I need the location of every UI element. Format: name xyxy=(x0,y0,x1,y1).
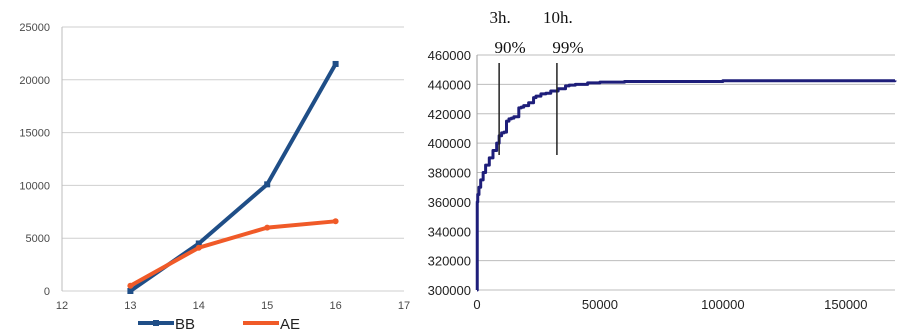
annotation-percent-label: 90% xyxy=(495,38,526,57)
series-marker-bb xyxy=(127,288,134,294)
left-chart: 0 5000 10000 15000 20000 25000 12 13 14 15 16 17 B… xyxy=(19,22,410,333)
left-gridlines xyxy=(61,26,404,292)
right-y-tick-label: 300000 xyxy=(428,283,471,298)
right-y-tick-labels: 300000 320000 340000 360000 380000 400000 4200… xyxy=(428,48,471,298)
right-series xyxy=(475,79,897,292)
series-line-ae xyxy=(128,219,338,288)
left-y-tick-label: 5000 xyxy=(26,233,50,245)
left-y-tick-label: 20000 xyxy=(19,75,50,87)
right-y-tick-label: 320000 xyxy=(428,254,471,269)
legend-marker-bb xyxy=(153,320,159,326)
series-marker-bb xyxy=(332,60,339,67)
left-series xyxy=(127,60,339,294)
right-gridlines xyxy=(476,54,895,291)
left-y-tick-label: 15000 xyxy=(19,128,50,140)
series-marker-ae xyxy=(332,218,339,225)
left-y-tick-label: 0 xyxy=(44,286,50,298)
left-y-tick-label: 25000 xyxy=(19,22,50,34)
right-y-tick-label: 440000 xyxy=(428,77,471,92)
right-y-tick-label: 340000 xyxy=(428,224,471,239)
right-y-tick-label: 380000 xyxy=(428,166,471,181)
right-y-tick-label: 400000 xyxy=(428,136,471,151)
annotation-time-label: 3h. xyxy=(490,8,511,27)
left-x-tick-label: 12 xyxy=(56,300,68,312)
series-marker-bb xyxy=(195,240,202,247)
left-x-tick-labels: 12 13 14 15 16 17 xyxy=(56,300,410,312)
left-y-tick-labels: 0 5000 10000 15000 20000 25000 xyxy=(19,22,50,298)
series-line-bb xyxy=(128,61,338,293)
series-marker-ae xyxy=(127,282,134,289)
left-x-tick-label: 14 xyxy=(193,300,205,312)
right-x-tick-label: 100000 xyxy=(701,297,744,312)
left-x-tick-label: 17 xyxy=(398,300,410,312)
left-x-tick-label: 13 xyxy=(124,300,136,312)
right-y-tick-label: 360000 xyxy=(428,195,471,210)
left-legend: BB AE xyxy=(138,316,300,333)
legend-label-ae: AE xyxy=(280,316,300,333)
annotation-time-label: 10h. xyxy=(543,8,573,27)
right-x-tick-label: 50000 xyxy=(582,297,618,312)
legend-label-bb: BB xyxy=(175,316,195,333)
series-marker-ae xyxy=(264,224,271,231)
right-y-tick-label: 460000 xyxy=(428,48,471,63)
right-x-tick-label: 150000 xyxy=(824,297,867,312)
right-x-tick-labels: 0 50000 100000 150000 xyxy=(473,297,867,312)
series-marker-bb xyxy=(264,181,271,188)
right-y-tick-label: 420000 xyxy=(428,107,471,122)
left-x-tick-label: 15 xyxy=(261,300,273,312)
left-y-tick-label: 10000 xyxy=(19,180,50,192)
right-x-tick-label: 0 xyxy=(473,297,480,312)
series-line-search xyxy=(475,79,897,292)
annotation-percent-label: 99% xyxy=(552,38,583,57)
left-x-tick-label: 16 xyxy=(329,300,341,312)
right-chart: 300000 320000 340000 360000 380000 400000 4200… xyxy=(428,8,897,312)
series-marker-ae xyxy=(195,244,202,251)
right-annotations: 3h. 90% 10h. 99% xyxy=(490,8,583,155)
